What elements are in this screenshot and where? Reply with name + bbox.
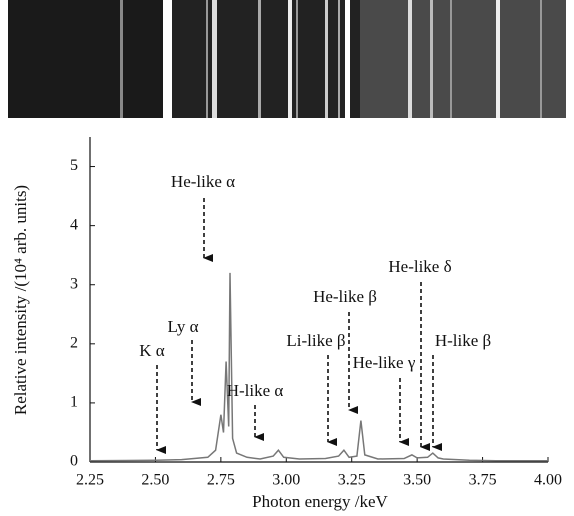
y-tick-label: 0 — [70, 453, 78, 470]
x-axis-title: Photon energy /keV — [252, 492, 388, 511]
y-tick-label: 4 — [70, 216, 78, 233]
x-tick-label: 3.75 — [469, 472, 497, 489]
peak-label: Ly α — [167, 317, 198, 336]
x-tick-label: 2.25 — [76, 472, 104, 489]
y-axis-title: Relative intensity /(10⁴ arb. units) — [11, 185, 30, 415]
peak-label: He-like α — [171, 172, 235, 191]
x-tick-label: 2.75 — [207, 472, 235, 489]
x-tick-label: 3.25 — [338, 472, 366, 489]
spectrum-line — [89, 272, 548, 462]
peak-label: K α — [139, 341, 165, 360]
x-tick-label: 2.50 — [141, 472, 169, 489]
peak-label: He-like γ — [353, 353, 416, 372]
spectrum-image — [8, 0, 566, 118]
y-tick-label: 2 — [70, 334, 78, 351]
y-tick-label: 3 — [70, 275, 78, 292]
y-tick-label: 1 — [70, 394, 78, 411]
peak-label: H-like α — [227, 381, 284, 400]
peak-label: He-like β — [313, 287, 377, 306]
peak-label: H-like β — [435, 331, 491, 350]
peak-label: He-like δ — [388, 257, 451, 276]
x-tick-label: 4.00 — [534, 472, 562, 489]
x-tick-label: 3.00 — [272, 472, 300, 489]
peak-label: Li-like β — [286, 331, 345, 350]
x-tick-label: 3.50 — [403, 472, 431, 489]
y-tick-label: 5 — [70, 157, 78, 174]
